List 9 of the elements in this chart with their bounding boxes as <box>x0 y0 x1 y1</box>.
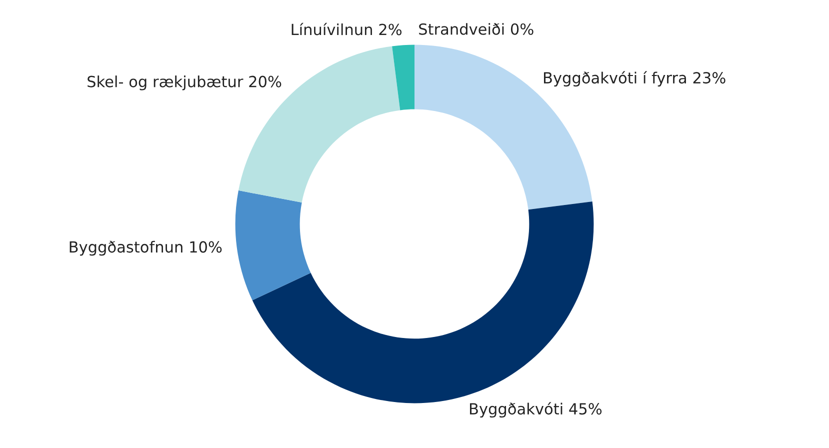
slice-label: Byggðakvóti í fyrra 23% <box>544 71 726 87</box>
slice-label: Skel- og rækjubætur 20% <box>88 76 282 90</box>
category-label: Strandveiði 0% <box>419 23 534 35</box>
slice-label: Línuívilnun 2% <box>292 22 402 36</box>
donut-slice <box>252 202 594 404</box>
slice-label: Byggðakvóti 45% <box>470 402 602 418</box>
donut-slice <box>392 44 414 110</box>
donut-slice <box>235 190 311 300</box>
slice-label: Byggðastofnun 10% <box>70 240 222 256</box>
